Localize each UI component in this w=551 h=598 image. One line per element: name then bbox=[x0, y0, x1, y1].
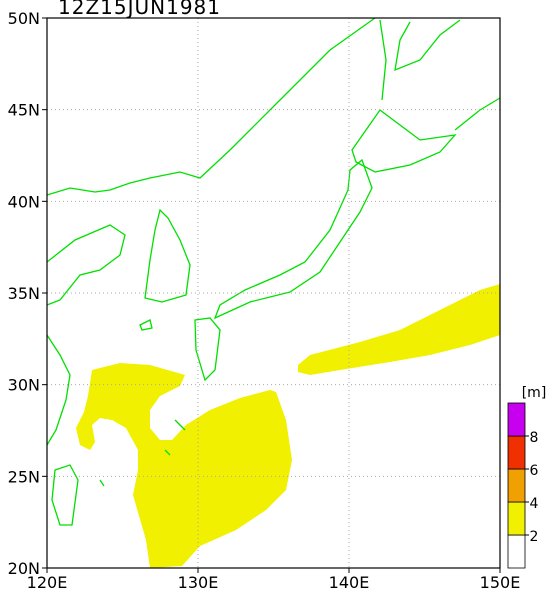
y-tick-label: 40N bbox=[8, 192, 40, 211]
colorbar-label: 8 bbox=[530, 430, 539, 446]
x-tick-label: 130E bbox=[178, 573, 219, 592]
colorbar-segment bbox=[507, 534, 526, 569]
y-tick-label: 20N bbox=[8, 559, 40, 578]
map-title: 12Z15JUN1981 bbox=[58, 0, 221, 19]
colorbar-segment bbox=[507, 402, 526, 437]
y-tick-label: 25N bbox=[8, 467, 40, 486]
x-tick-label: 150E bbox=[480, 573, 521, 592]
grid: 120E 130E 140E 150E 20N 25N 30N 35N 40N 45N 50N bbox=[8, 9, 521, 592]
wave-height-fill bbox=[76, 284, 500, 568]
y-tick-label: 35N bbox=[8, 284, 40, 303]
colorbar: 2 4 6 8 [m] bbox=[507, 385, 547, 569]
map-frame bbox=[46, 17, 501, 569]
y-tick-label: 45N bbox=[8, 101, 40, 120]
y-tick-label: 30N bbox=[8, 376, 40, 395]
colorbar-unit: [m] bbox=[522, 385, 547, 401]
colorbar-segment bbox=[507, 501, 526, 536]
colorbar-segment bbox=[507, 435, 526, 470]
x-tick-label: 140E bbox=[329, 573, 370, 592]
colorbar-segment bbox=[507, 468, 526, 503]
coastline bbox=[46, 17, 501, 526]
colorbar-label: 6 bbox=[530, 463, 539, 479]
y-tick-label: 50N bbox=[8, 9, 40, 28]
colorbar-label: 4 bbox=[530, 496, 539, 512]
x-tick-label: 120E bbox=[27, 573, 68, 592]
colorbar-label: 2 bbox=[530, 529, 539, 545]
